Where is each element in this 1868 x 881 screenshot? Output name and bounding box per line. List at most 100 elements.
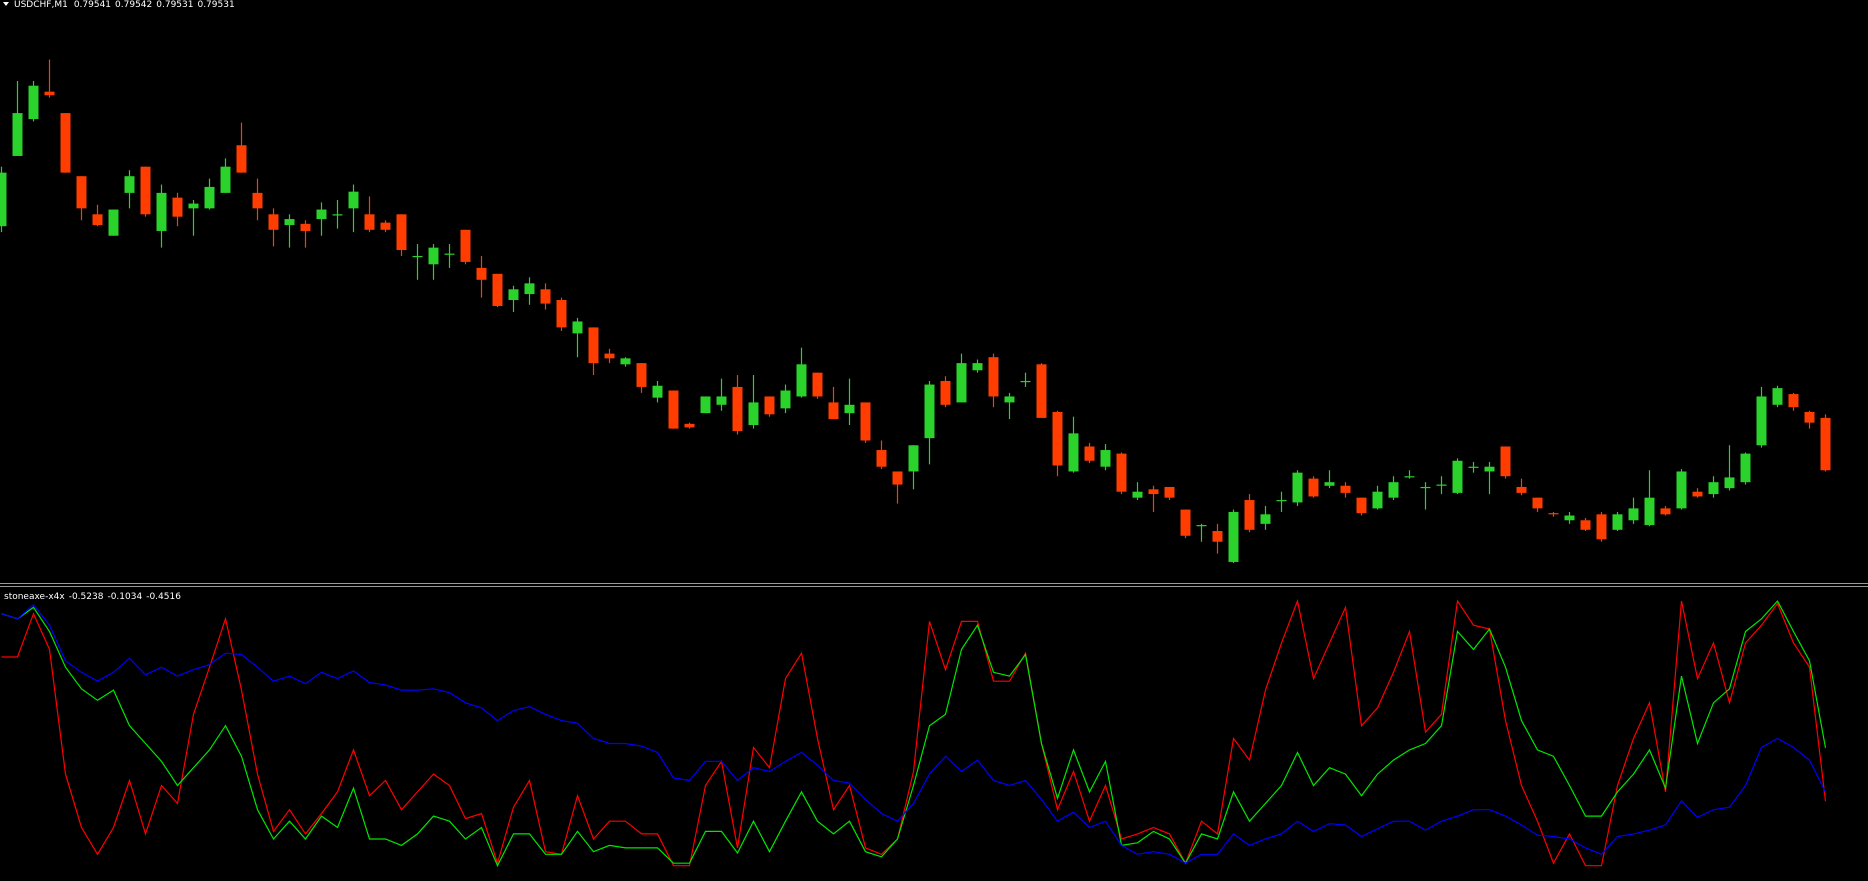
quote: 0.79531 — [156, 0, 193, 10]
candle-body — [1564, 515, 1575, 521]
candle-body — [1404, 476, 1415, 478]
candle-body — [1772, 388, 1783, 405]
collapse-arrow[interactable] — [3, 2, 9, 6]
candle-body — [796, 364, 807, 397]
candle-body — [1516, 486, 1527, 493]
candle-body — [940, 380, 951, 405]
candle-body — [1548, 513, 1559, 515]
candle-body — [348, 191, 359, 209]
candle-body — [1644, 497, 1655, 526]
candle-body — [332, 214, 343, 216]
candle-body — [460, 229, 471, 262]
candle-body — [188, 203, 199, 209]
candle-body — [972, 363, 983, 371]
candle-body — [92, 214, 103, 226]
candle-body — [428, 247, 439, 265]
candle-body — [1180, 509, 1191, 536]
candle-body — [620, 358, 631, 365]
candle-body — [604, 353, 615, 359]
candle-body — [1580, 520, 1591, 530]
candle-body — [1148, 489, 1159, 495]
candle-body — [636, 363, 647, 387]
indicator-line — [1, 603, 1827, 864]
candle-body — [380, 222, 391, 230]
candle-body — [1324, 482, 1335, 486]
candle-body — [572, 321, 583, 334]
candle-body — [1068, 433, 1079, 472]
candle-body — [524, 283, 535, 295]
candle-body — [540, 289, 551, 304]
candle-body — [1468, 466, 1479, 468]
candle-body — [76, 176, 87, 209]
indicator-line — [1, 599, 1827, 868]
candle-body — [492, 273, 503, 306]
candle-body — [1436, 484, 1447, 486]
candle-body — [1212, 530, 1223, 542]
candle-body — [812, 372, 823, 397]
candle-body — [1708, 482, 1719, 495]
indicator-name: stoneaxe-x4x — [4, 592, 65, 602]
candle-body — [412, 255, 423, 258]
candle-body — [716, 396, 727, 405]
candle-body — [652, 385, 663, 398]
indicator-header: stoneaxe-x4x -0.5238 -0.1034 -0.4516 — [4, 592, 181, 602]
candle-body — [60, 113, 71, 173]
candle-body — [956, 363, 967, 403]
candle-body — [1532, 497, 1543, 509]
candle-body — [1740, 453, 1751, 483]
candle-body — [316, 209, 327, 220]
candle-body — [1132, 491, 1143, 498]
candle-body — [1052, 411, 1063, 466]
candle-body — [1020, 380, 1031, 383]
candle-body — [828, 402, 839, 420]
quote: 0.79531 — [197, 0, 234, 10]
candle-body — [1164, 486, 1175, 498]
candle-body — [1788, 394, 1799, 408]
candle-body — [748, 402, 759, 426]
quote: 0.79541 — [74, 0, 111, 10]
candle-body — [124, 176, 135, 193]
candle-body — [0, 172, 7, 227]
candle-body — [1756, 396, 1767, 446]
candle-body — [1820, 417, 1831, 471]
candle-body — [44, 91, 55, 96]
candle-body — [876, 450, 887, 467]
candle-body — [684, 423, 695, 428]
candle-body — [1660, 508, 1671, 515]
quote: 0.79542 — [115, 0, 152, 10]
candle-body — [1260, 514, 1271, 524]
candle-body — [396, 214, 407, 251]
indicator-line — [1, 598, 1827, 867]
candle-body — [1692, 491, 1703, 497]
candle-body — [284, 219, 295, 226]
symbol: USDCHF,M1 — [14, 0, 68, 10]
candle-body — [844, 404, 855, 414]
candle-body — [780, 390, 791, 409]
candle-body — [1100, 450, 1111, 467]
candle-body — [764, 396, 775, 415]
candle-body — [252, 192, 263, 209]
candle-body — [1628, 508, 1639, 521]
candle-body — [12, 113, 23, 156]
candle-body — [1612, 514, 1623, 530]
candle-body — [1036, 364, 1047, 418]
candle-body — [1356, 497, 1367, 514]
candle-body — [732, 386, 743, 431]
candle-body — [140, 166, 151, 215]
candle-body — [700, 396, 711, 414]
candle-body — [860, 402, 871, 441]
candle-body — [1084, 446, 1095, 461]
candle-body — [1804, 411, 1815, 423]
candle-body — [1724, 477, 1735, 489]
candle-body — [1292, 472, 1303, 503]
candle-body — [476, 267, 487, 280]
candle-body — [556, 300, 567, 328]
candle-body — [1276, 500, 1287, 502]
candle-body — [508, 289, 519, 301]
indicator-value: -0.4516 — [146, 592, 181, 602]
candle-body — [588, 327, 599, 364]
candle-body — [1676, 471, 1687, 509]
